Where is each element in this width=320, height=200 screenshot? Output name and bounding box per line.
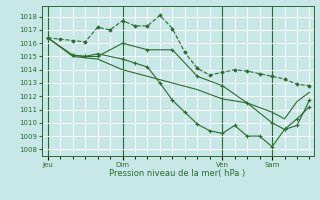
X-axis label: Pression niveau de la mer( hPa ): Pression niveau de la mer( hPa ) — [109, 169, 246, 178]
